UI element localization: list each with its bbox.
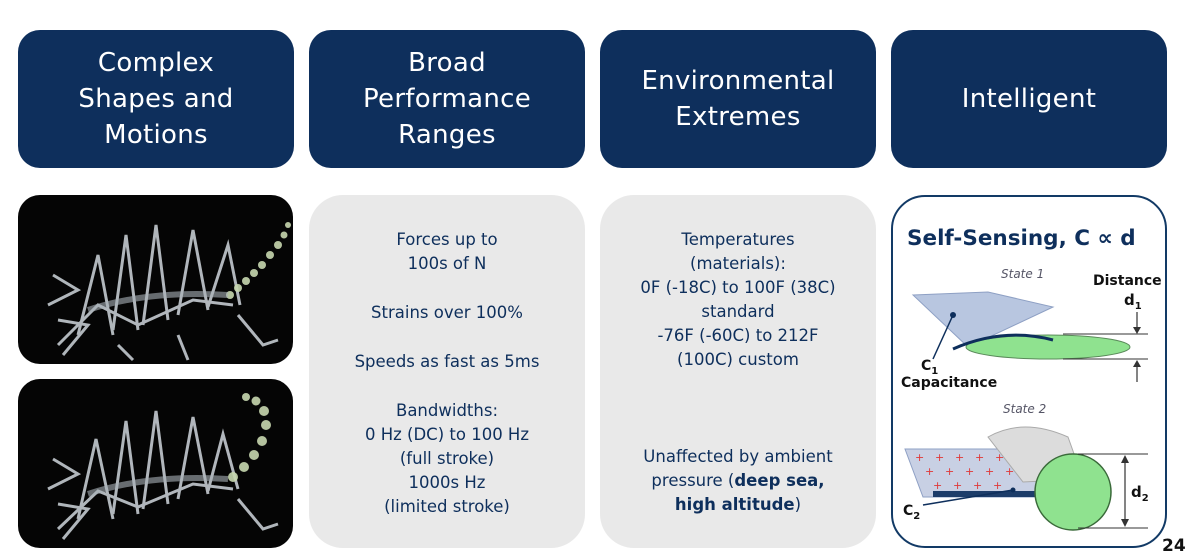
d1-arrowhead-down [1133, 327, 1141, 334]
header-label: Broad Performance Ranges [362, 48, 532, 150]
forces-text: Forces up to 100s of N [396, 230, 498, 273]
svg-text:+: + [993, 479, 1002, 492]
svg-text:+: + [965, 465, 974, 478]
svg-text:+: + [935, 451, 944, 464]
distance-label: Distance [1093, 273, 1162, 289]
state-1-label: State 1 [1001, 267, 1044, 281]
capacitance-label: Capacitance [901, 375, 997, 391]
svg-text:+: + [915, 451, 924, 464]
strains-text: Strains over 100% [371, 303, 523, 322]
d1-arrowhead-up [1133, 360, 1141, 367]
rolled-electrode-circle [1034, 453, 1112, 531]
c2-label: C2 [903, 503, 920, 522]
header-intelligent: Intelligent [891, 30, 1167, 168]
pressure-bold-deep-sea: deep sea, [734, 471, 825, 490]
robot-photo-curled-tail [18, 379, 293, 548]
d2-arrowhead-top [1121, 455, 1129, 463]
svg-text:+: + [985, 465, 994, 478]
c2-leader-line [922, 489, 1014, 506]
environment-card: Temperatures (materials): 0F (-18C) to 1… [600, 195, 876, 548]
speeds-text: Speeds as fast as 5ms [354, 352, 540, 371]
self-sensing-card: Self-Sensing, C ∝ d State 1 Distance d1 … [891, 195, 1167, 548]
svg-text:+: + [933, 479, 942, 492]
pressure-suffix: ) [794, 495, 802, 514]
sensing-title: Self-Sensing, C ∝ d [907, 226, 1136, 251]
temperatures-text: Temperatures (materials): 0F (-18C) to 1… [640, 230, 836, 369]
svg-text:+: + [1005, 465, 1014, 478]
pressure-prefix: Unaffected by ambient pressure ( [643, 447, 833, 490]
svg-text:+: + [955, 451, 964, 464]
svg-text:+: + [995, 451, 1004, 464]
robot-photo-straight-tail [18, 195, 293, 364]
header-label: Complex Shapes and Motions [78, 48, 234, 150]
pressure-bold-high-altitude: high altitude [674, 495, 795, 514]
state-2-label: State 2 [1003, 402, 1046, 416]
header-complex-shapes: Complex Shapes and Motions [18, 30, 294, 168]
header-label: Environmental Extremes [641, 66, 835, 132]
svg-text:+: + [925, 465, 934, 478]
svg-text:+: + [945, 465, 954, 478]
performance-card: Forces up to 100s of N Strains over 100%… [309, 195, 585, 548]
pressure-text: Unaffected by ambient pressure (deep sea… [643, 445, 832, 517]
header-environmental-extremes: Environmental Extremes [600, 30, 876, 168]
header-performance-ranges: Broad Performance Ranges [309, 30, 585, 168]
svg-text:+: + [953, 479, 962, 492]
d2-arrowhead-bottom [1121, 519, 1129, 527]
flexible-sheet-shape [911, 291, 1055, 348]
green-electrode-shape [965, 334, 1131, 360]
electrode-edge [952, 333, 1054, 351]
bandwidths-text: Bandwidths: 0 Hz (DC) to 100 Hz (full st… [364, 401, 530, 516]
c1-label: C1 [921, 358, 938, 377]
page-number: 24 [1162, 536, 1185, 556]
d2-label: d2 [1131, 483, 1149, 504]
svg-text:+: + [973, 479, 982, 492]
header-label: Intelligent [961, 84, 1097, 114]
d1-label: d1 [1124, 291, 1142, 312]
c1-leader-line [932, 314, 954, 360]
svg-text:+: + [975, 451, 984, 464]
